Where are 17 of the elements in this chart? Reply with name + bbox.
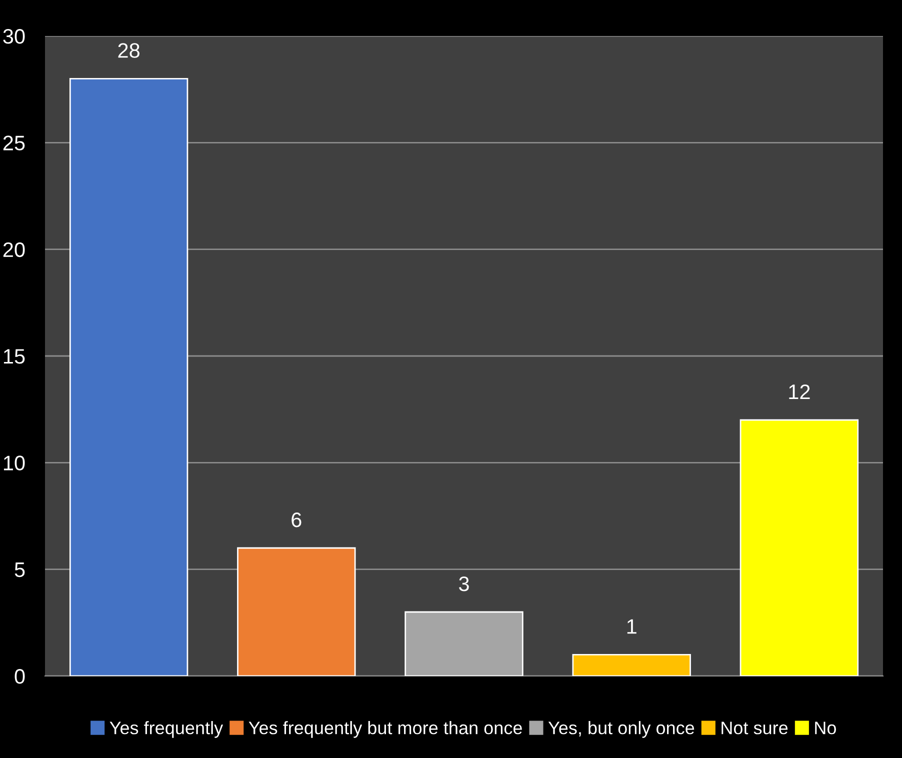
legend-label: Yes frequently but more than once	[248, 721, 522, 738]
y-tick-label: 0	[14, 669, 25, 684]
y-tick-label: 5	[14, 562, 25, 578]
legend-label: Not sure	[722, 722, 788, 734]
y-tick-label: 10	[4, 456, 25, 470]
y-tick-label: 15	[4, 349, 25, 364]
y-tick-label: 30	[3, 29, 25, 44]
legend-label: Yes, but only once	[548, 721, 694, 738]
legend-label: Yes frequently	[110, 721, 224, 738]
data-label: 1	[627, 619, 636, 634]
y-tick-label: 25	[3, 136, 25, 150]
data-label: 12	[789, 384, 810, 400]
data-label: 28	[118, 43, 140, 58]
legend-label: No	[815, 722, 836, 734]
y-tick-label: 20	[3, 242, 25, 258]
data-label: 3	[459, 576, 469, 592]
data-label: 6	[292, 512, 302, 528]
